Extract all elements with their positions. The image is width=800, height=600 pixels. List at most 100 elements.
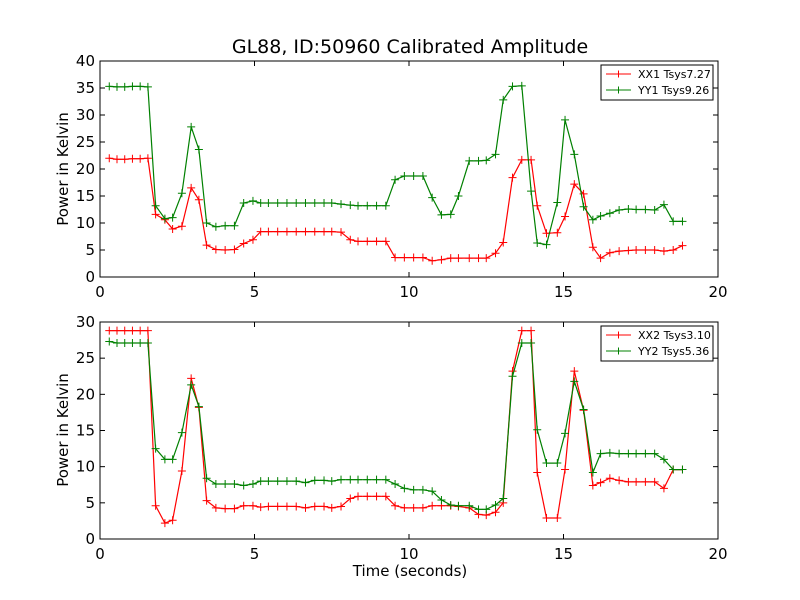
- data-point: [446, 254, 455, 263]
- data-point: [517, 81, 526, 90]
- data-point: [120, 155, 129, 164]
- data-point: [491, 508, 500, 517]
- data-point: [202, 241, 211, 250]
- data-point: [605, 248, 614, 257]
- x-tick-label: 5: [250, 283, 260, 301]
- data-point: [381, 475, 390, 484]
- data-point: [239, 501, 248, 510]
- data-point: [194, 145, 203, 154]
- data-point: [391, 175, 400, 184]
- data-point: [454, 501, 463, 510]
- data-point: [256, 503, 265, 512]
- x-tick-label: 15: [554, 283, 573, 301]
- data-point: [659, 455, 668, 464]
- data-point: [650, 206, 659, 215]
- data-point: [112, 326, 121, 335]
- data-point: [624, 477, 633, 486]
- data-point: [363, 237, 372, 246]
- data-point: [346, 494, 355, 503]
- data-point: [327, 477, 336, 486]
- data-point: [177, 428, 186, 437]
- y-tick-label: 40: [76, 52, 95, 70]
- y-tick-label: 20: [76, 160, 95, 178]
- data-point: [482, 156, 491, 165]
- x-tick-label: 20: [708, 283, 727, 301]
- data-point: [120, 82, 129, 91]
- data-point: [282, 227, 291, 236]
- chart-title: GL88, ID:50960 Calibrated Amplitude: [232, 36, 588, 58]
- data-point: [381, 201, 390, 210]
- data-point: [264, 199, 273, 208]
- data-point: [428, 256, 437, 265]
- data-point: [354, 492, 363, 501]
- y-tick-label: 25: [76, 133, 95, 151]
- legend-label-xx1: XX1 Tsys7.27: [638, 68, 711, 81]
- data-point: [310, 199, 319, 208]
- data-point: [239, 481, 248, 490]
- data-point: [437, 255, 446, 264]
- data-point: [579, 405, 588, 414]
- data-point: [256, 477, 265, 486]
- data-point: [221, 221, 230, 230]
- data-point: [264, 502, 273, 511]
- data-point: [428, 193, 437, 202]
- x-tick-label: 0: [95, 283, 105, 301]
- plot-area: 0 5 10 15 20 0 5 10 15 20 25 30 35 40: [76, 52, 728, 301]
- data-point: [650, 477, 659, 486]
- y-axis-label: Power in Kelvin: [54, 112, 72, 226]
- data-point: [248, 501, 257, 510]
- data-point: [437, 210, 446, 219]
- data-point: [517, 338, 526, 347]
- data-point: [542, 240, 551, 249]
- data-point: [596, 478, 605, 487]
- legend-label-xx2: XX2 Tsys3.10: [638, 329, 711, 342]
- data-point: [211, 503, 220, 512]
- data-point: [239, 199, 248, 208]
- data-point: [499, 494, 508, 503]
- data-point: [187, 183, 196, 192]
- data-point: [659, 484, 668, 493]
- data-point: [650, 449, 659, 458]
- data-point: [320, 199, 329, 208]
- data-point: [187, 122, 196, 131]
- data-point: [160, 455, 169, 464]
- data-point: [553, 198, 562, 207]
- data-point: [446, 501, 455, 510]
- y-axis-label: Power in Kelvin: [54, 373, 72, 487]
- data-point: [409, 503, 418, 512]
- data-point: [202, 219, 211, 227]
- data-point: [264, 227, 273, 236]
- data-point: [409, 485, 418, 494]
- data-point: [588, 468, 597, 477]
- top-chart: GL88, ID:50960 Calibrated Amplitude Powe…: [54, 36, 728, 301]
- data-point: [354, 237, 363, 246]
- data-point: [381, 492, 390, 501]
- data-point: [391, 253, 400, 262]
- data-point: [292, 477, 301, 486]
- data-point: [301, 227, 310, 236]
- y-tick-label: 0: [85, 530, 95, 548]
- data-point: [128, 82, 137, 91]
- data-point: [136, 154, 145, 163]
- data-point: [588, 481, 597, 490]
- data-point: [301, 199, 310, 208]
- legend-marker-yy1: [615, 86, 622, 94]
- data-point: [194, 402, 203, 411]
- data-point: [363, 492, 372, 501]
- data-point: [400, 253, 409, 262]
- data-point: [256, 199, 265, 208]
- data-point: [273, 477, 282, 486]
- data-point: [650, 246, 659, 254]
- data-point: [151, 444, 160, 453]
- x-tick-label: 10: [399, 283, 418, 301]
- data-point: [632, 449, 641, 458]
- data-point: [641, 205, 650, 214]
- data-point: [143, 338, 152, 347]
- data-point: [632, 477, 641, 486]
- data-point: [491, 501, 500, 510]
- data-point: [409, 253, 418, 262]
- data-point: [256, 227, 265, 236]
- data-point: [482, 505, 491, 514]
- x-tick-label: 0: [95, 545, 105, 563]
- data-point: [641, 246, 650, 254]
